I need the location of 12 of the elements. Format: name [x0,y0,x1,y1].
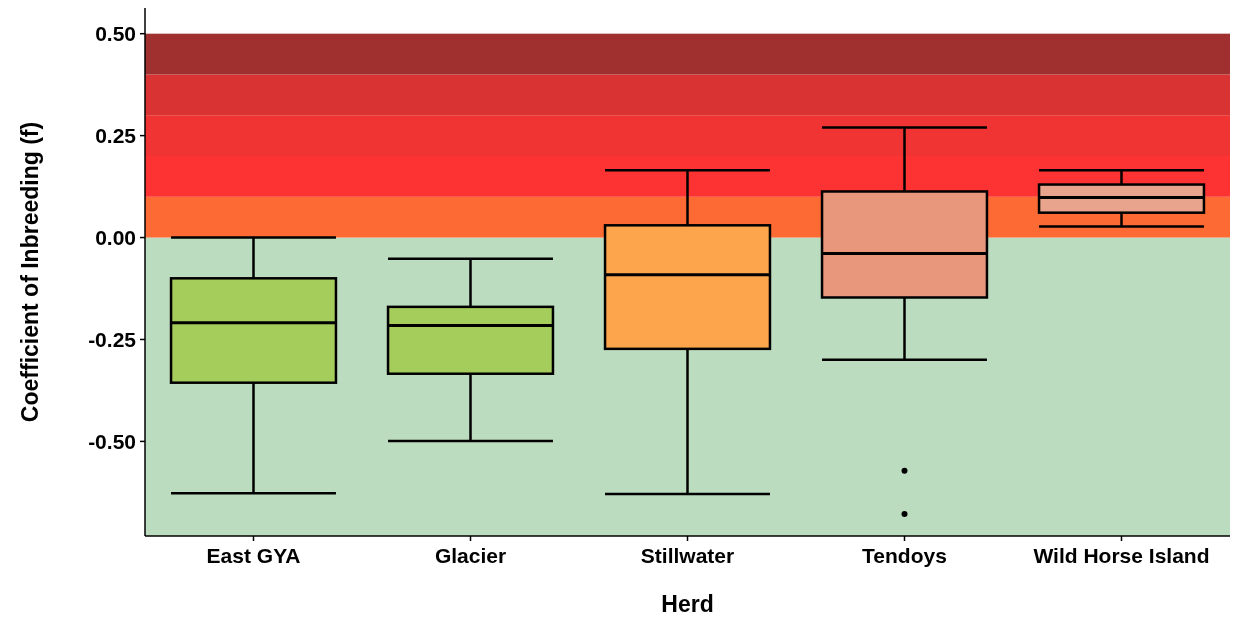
y-tick-label: 0.00 [95,225,136,249]
x-tick-label: Wild Horse Island [1033,544,1210,567]
x-tick-label: Tendoys [862,544,947,567]
x-axis-title: Herd [661,591,714,617]
x-tick-label: East GYA [206,544,301,567]
x-tick-label: Glacier [434,544,507,567]
y-tick-label: -0.50 [88,429,136,453]
y-axis-title: Coefficient of Inbreeding (f) [17,121,43,423]
x-tick-label: Stillwater [640,544,735,567]
y-tick-label: 0.50 [95,22,136,46]
y-tick-label: 0.25 [95,123,137,147]
y-tick-label: -0.25 [88,327,137,351]
